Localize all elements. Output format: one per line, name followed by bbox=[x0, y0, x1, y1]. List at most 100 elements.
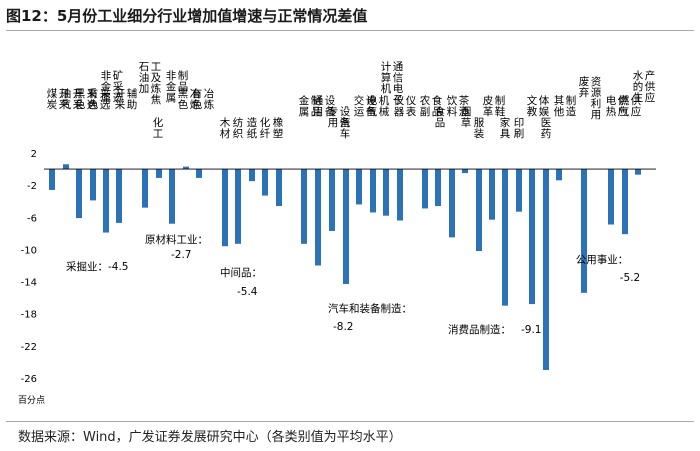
y-tick-label: -18 bbox=[21, 310, 37, 321]
svg-text:纤: 纤 bbox=[260, 127, 271, 140]
svg-text:及: 及 bbox=[151, 72, 162, 84]
bar-汽车 bbox=[343, 169, 349, 284]
svg-text:采: 采 bbox=[115, 99, 126, 111]
svg-text:品: 品 bbox=[178, 81, 189, 93]
category-label-造纸: 造纸 bbox=[247, 116, 258, 140]
svg-text:运: 运 bbox=[354, 106, 365, 118]
svg-text:子: 子 bbox=[393, 94, 404, 106]
y-tick-label: -6 bbox=[27, 213, 37, 224]
bar-纺织 bbox=[235, 169, 241, 244]
bar-有色冶炼 bbox=[196, 169, 202, 178]
group-value-汽车和装备制造: -8.2 bbox=[333, 321, 354, 333]
svg-text:开: 开 bbox=[73, 88, 84, 100]
svg-text:表: 表 bbox=[406, 105, 417, 118]
svg-text:革: 革 bbox=[483, 105, 494, 118]
svg-text:造: 造 bbox=[247, 116, 258, 129]
svg-text:通: 通 bbox=[393, 61, 404, 73]
svg-text:源: 源 bbox=[591, 86, 602, 99]
svg-text:油: 油 bbox=[139, 71, 150, 84]
svg-text:供: 供 bbox=[618, 94, 629, 107]
svg-text:选: 选 bbox=[100, 98, 111, 111]
svg-text:化: 化 bbox=[153, 116, 164, 129]
svg-text:用: 用 bbox=[591, 109, 602, 121]
bar-通用设备 bbox=[315, 169, 321, 266]
svg-text:车: 车 bbox=[340, 127, 351, 140]
svg-text:色: 色 bbox=[192, 98, 203, 111]
group-value-中间品: -5.4 bbox=[237, 286, 258, 298]
svg-text:气: 气 bbox=[61, 98, 72, 111]
svg-text:茶: 茶 bbox=[459, 94, 470, 107]
bar-橡塑 bbox=[276, 169, 282, 207]
svg-text:炼: 炼 bbox=[151, 82, 162, 95]
svg-text:的: 的 bbox=[633, 80, 644, 93]
category-label-橡塑: 橡塑 bbox=[273, 116, 284, 140]
bar-油气开采 bbox=[63, 164, 69, 170]
category-label-家具: 家具 bbox=[500, 116, 511, 140]
svg-text:通: 通 bbox=[313, 95, 324, 107]
svg-text:冶: 冶 bbox=[190, 87, 201, 100]
svg-text:草: 草 bbox=[461, 117, 472, 129]
category-label-烟草: 烟草 bbox=[461, 105, 472, 129]
svg-text:电: 电 bbox=[393, 82, 404, 95]
svg-text:造: 造 bbox=[566, 105, 577, 118]
svg-text:汽: 汽 bbox=[340, 116, 351, 129]
svg-text:农: 农 bbox=[420, 94, 431, 107]
bar-石油加工及炼焦 bbox=[142, 169, 148, 208]
svg-text:副: 副 bbox=[420, 106, 431, 118]
bar-非金属制品 bbox=[169, 169, 175, 224]
svg-text:属: 属 bbox=[166, 92, 177, 104]
category-label-印刷: 印刷 bbox=[514, 117, 525, 140]
bar-农副食品 bbox=[422, 169, 428, 209]
svg-text:矿: 矿 bbox=[113, 69, 124, 82]
bar-黑色采选 bbox=[76, 169, 82, 219]
svg-text:应: 应 bbox=[618, 105, 629, 118]
svg-text:机: 机 bbox=[381, 82, 392, 95]
figure-title: 图12：5月份工业细分行业增加值增速与正常情况差值 bbox=[6, 7, 368, 25]
svg-text:制: 制 bbox=[566, 94, 577, 107]
svg-text:用: 用 bbox=[328, 117, 339, 129]
svg-text:气: 气 bbox=[619, 105, 630, 118]
svg-text:开: 开 bbox=[115, 88, 126, 100]
group-value-公用事业: -5.2 bbox=[620, 272, 641, 284]
svg-text:纺: 纺 bbox=[233, 116, 244, 129]
svg-text:制: 制 bbox=[495, 94, 506, 107]
group-label-中间品: 中间品： bbox=[220, 266, 262, 279]
svg-text:信: 信 bbox=[393, 72, 404, 84]
svg-text:采: 采 bbox=[113, 81, 124, 93]
source-rule bbox=[6, 421, 694, 422]
svg-text:色: 色 bbox=[88, 98, 99, 111]
y-tick-label: -26 bbox=[21, 374, 37, 385]
svg-text:辅: 辅 bbox=[127, 87, 138, 100]
svg-text:选: 选 bbox=[87, 98, 98, 111]
svg-text:备: 备 bbox=[340, 116, 351, 129]
svg-text:金: 金 bbox=[299, 94, 310, 107]
bar-专用设备 bbox=[329, 169, 335, 231]
svg-text:备: 备 bbox=[366, 105, 377, 118]
svg-text:食: 食 bbox=[432, 94, 443, 107]
bar-非金属矿采选 bbox=[103, 169, 109, 233]
group-value-采掘业: -4.5 bbox=[108, 261, 129, 273]
svg-text:其: 其 bbox=[554, 95, 565, 107]
y-axis-label: 百分点 bbox=[18, 395, 45, 406]
category-label-化纤: 化纤 bbox=[260, 116, 271, 140]
svg-text:食: 食 bbox=[435, 105, 446, 118]
bar-仪器仪表 bbox=[397, 169, 403, 221]
svg-text:体: 体 bbox=[539, 95, 550, 107]
svg-text:热: 热 bbox=[606, 105, 617, 118]
svg-text:材: 材 bbox=[220, 127, 231, 140]
svg-text:品: 品 bbox=[311, 106, 322, 118]
